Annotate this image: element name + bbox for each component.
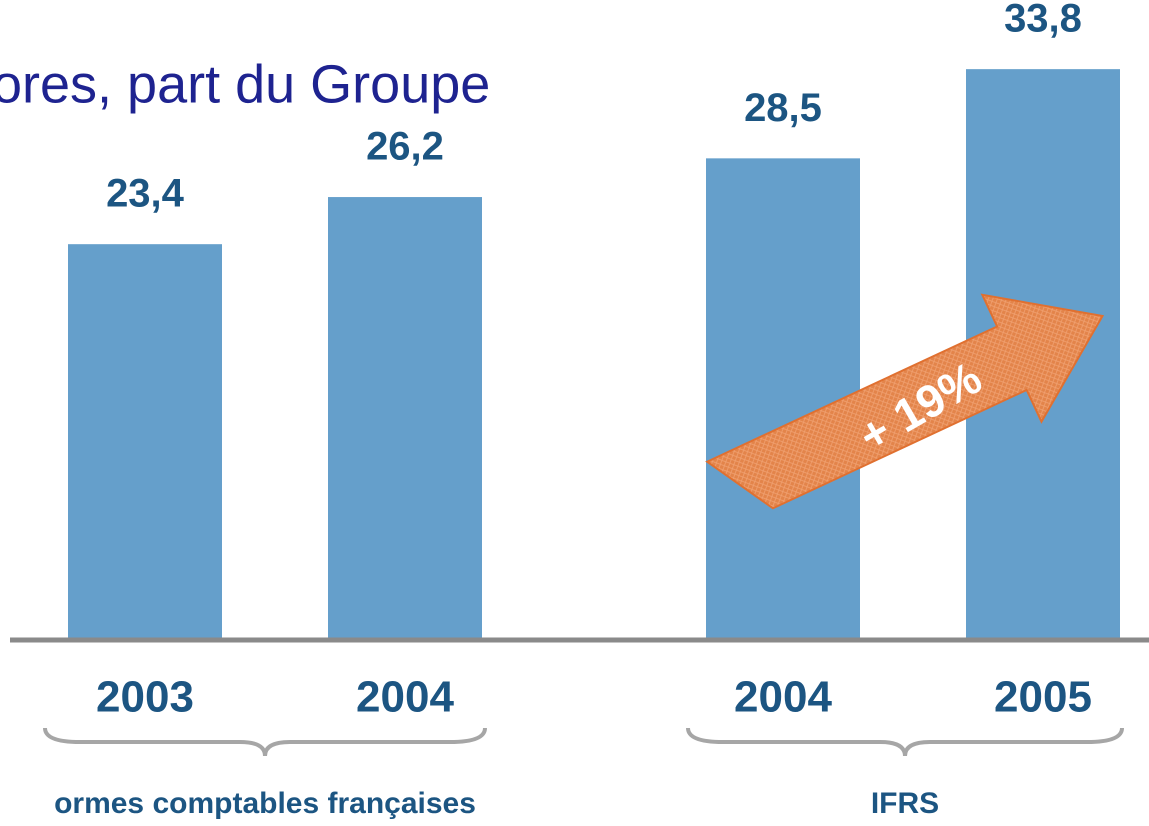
chart-title: ores, part du Groupe: [0, 54, 490, 114]
x-tick-label: 2005: [994, 673, 1092, 722]
group-label: IFRS: [871, 787, 939, 820]
bar: [328, 197, 482, 638]
data-label: 28,5: [744, 86, 822, 130]
data-label: 26,2: [366, 125, 444, 169]
group-brace: [43, 727, 487, 757]
bar: [706, 158, 860, 638]
x-tick-label: 2004: [734, 673, 832, 722]
bar: [68, 244, 222, 639]
data-label: 33,8: [1004, 0, 1082, 41]
x-tick-label: 2003: [96, 673, 194, 722]
data-label: 23,4: [106, 172, 185, 216]
group-brace: [686, 727, 1124, 757]
x-tick-label: 2004: [356, 673, 454, 722]
growth-arrow: [705, 293, 1105, 510]
group-label: ormes comptables françaises: [54, 787, 476, 820]
